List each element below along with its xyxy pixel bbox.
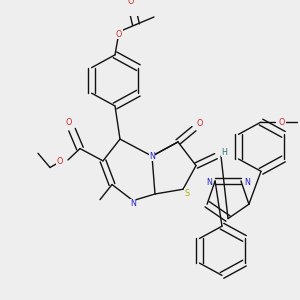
Text: N: N <box>130 199 136 208</box>
Text: H: H <box>221 148 227 157</box>
Text: N: N <box>244 178 250 187</box>
Text: O: O <box>116 29 122 38</box>
Text: O: O <box>57 157 63 166</box>
Text: S: S <box>184 188 190 197</box>
Text: O: O <box>66 118 72 127</box>
Text: O: O <box>197 119 203 128</box>
Text: N: N <box>206 178 212 187</box>
Text: O: O <box>128 0 134 6</box>
Text: O: O <box>279 118 285 127</box>
Text: N: N <box>149 152 155 160</box>
